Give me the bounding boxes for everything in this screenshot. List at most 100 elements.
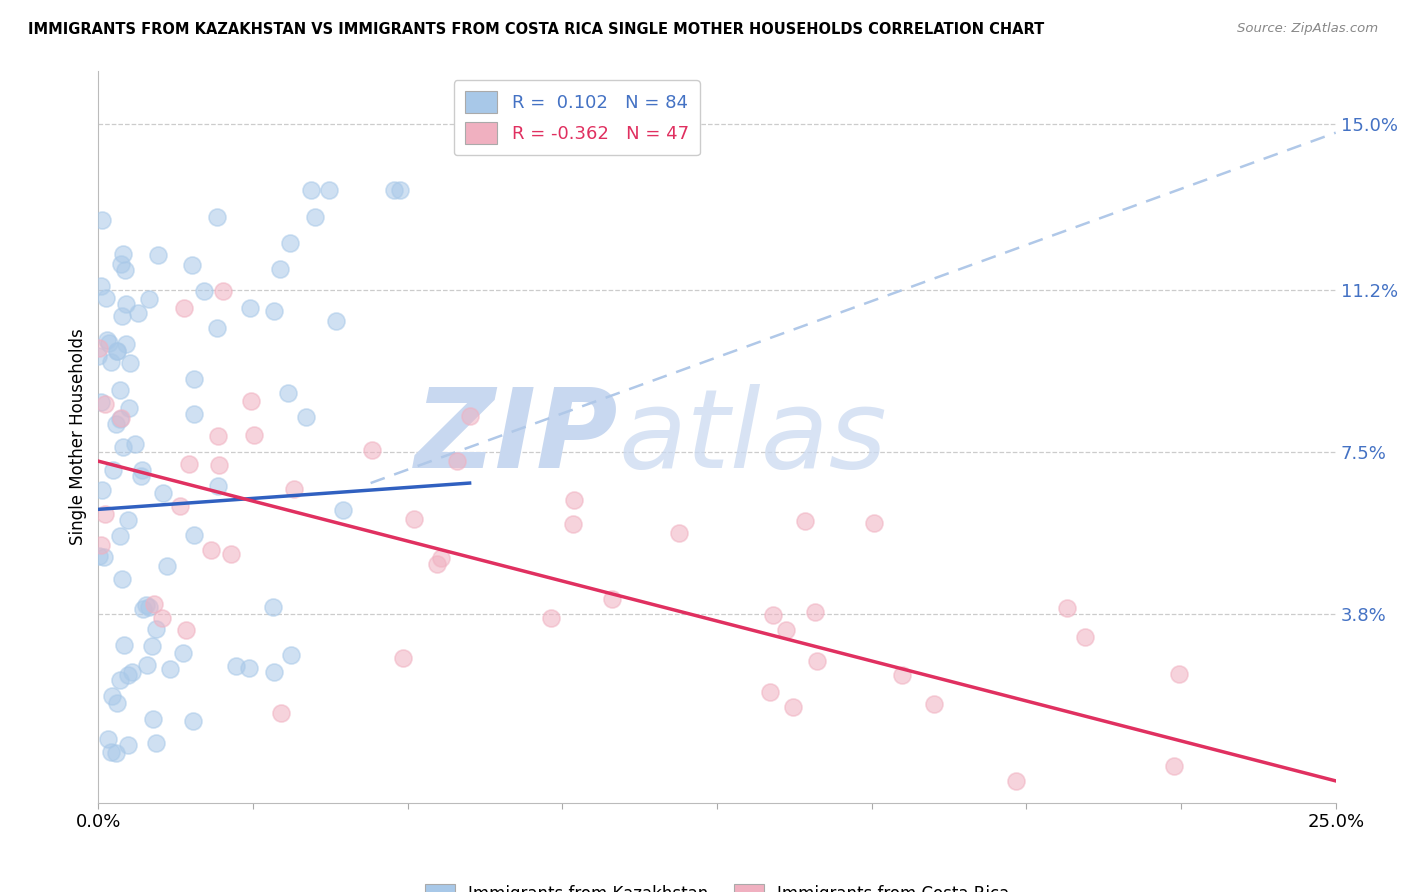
Point	[761, 607, 783, 622]
Text: Source: ZipAtlas.com: Source: ZipAtlas.com	[1237, 22, 1378, 36]
Point	[382, 183, 405, 197]
Point	[174, 623, 197, 637]
Point	[87, 342, 110, 356]
Point	[262, 600, 284, 615]
Point	[263, 665, 285, 679]
Point	[759, 685, 782, 699]
Point	[129, 469, 152, 483]
Point	[91, 483, 114, 497]
Y-axis label: Single Mother Households: Single Mother Households	[69, 329, 87, 545]
Point	[169, 500, 191, 514]
Point	[177, 457, 200, 471]
Point	[118, 356, 141, 370]
Point	[110, 383, 132, 397]
Point	[142, 597, 165, 611]
Text: IMMIGRANTS FROM KAZAKHSTAN VS IMMIGRANTS FROM COSTA RICA SINGLE MOTHER HOUSEHOLD: IMMIGRANTS FROM KAZAKHSTAN VS IMMIGRANTS…	[28, 22, 1045, 37]
Point	[238, 301, 260, 315]
Point	[1168, 667, 1191, 681]
Point	[96, 333, 118, 347]
Point	[183, 371, 205, 385]
Point	[225, 659, 247, 673]
Point	[105, 344, 128, 359]
Point	[117, 738, 139, 752]
Point	[159, 662, 181, 676]
Point	[111, 572, 134, 586]
Point	[238, 661, 260, 675]
Point	[429, 550, 451, 565]
Point	[142, 712, 165, 726]
Point	[863, 516, 886, 530]
Point	[112, 638, 135, 652]
Point	[87, 349, 110, 363]
Point	[806, 654, 828, 668]
Point	[121, 665, 143, 679]
Point	[332, 502, 354, 516]
Point	[243, 427, 266, 442]
Point	[304, 210, 326, 224]
Point	[325, 313, 347, 327]
Point	[1074, 630, 1097, 644]
Point	[117, 513, 139, 527]
Point	[1163, 758, 1185, 772]
Point	[205, 321, 228, 335]
Point	[107, 343, 129, 358]
Point	[283, 482, 305, 496]
Point	[100, 745, 122, 759]
Point	[318, 183, 340, 197]
Point	[775, 623, 797, 637]
Point	[922, 697, 945, 711]
Point	[600, 591, 623, 606]
Point	[110, 257, 132, 271]
Point	[172, 646, 194, 660]
Point	[145, 622, 167, 636]
Point	[295, 410, 318, 425]
Point	[150, 611, 173, 625]
Point	[104, 746, 127, 760]
Point	[117, 668, 139, 682]
Point	[668, 525, 690, 540]
Point	[112, 440, 135, 454]
Point	[181, 258, 204, 272]
Point	[152, 485, 174, 500]
Point	[277, 386, 299, 401]
Point	[208, 458, 231, 472]
Point	[138, 292, 160, 306]
Point	[105, 696, 128, 710]
Point	[389, 183, 412, 197]
Point	[891, 668, 914, 682]
Point	[90, 278, 112, 293]
Point	[426, 558, 449, 572]
Point	[90, 395, 112, 409]
Point	[1056, 601, 1078, 615]
Point	[103, 463, 125, 477]
Point	[111, 247, 134, 261]
Point	[114, 263, 136, 277]
Point	[93, 549, 115, 564]
Legend: Immigrants from Kazakhstan, Immigrants from Costa Rica: Immigrants from Kazakhstan, Immigrants f…	[419, 877, 1015, 892]
Point	[183, 714, 205, 728]
Point	[97, 336, 120, 351]
Point	[108, 412, 131, 426]
Point	[200, 543, 222, 558]
Point	[211, 284, 233, 298]
Point	[183, 527, 205, 541]
Point	[183, 408, 205, 422]
Point	[205, 210, 228, 224]
Point	[135, 598, 157, 612]
Point	[562, 492, 585, 507]
Point	[105, 417, 128, 431]
Point	[124, 437, 146, 451]
Point	[97, 731, 120, 746]
Point	[404, 511, 426, 525]
Point	[115, 297, 138, 311]
Point	[94, 507, 117, 521]
Point	[108, 673, 131, 687]
Point	[141, 639, 163, 653]
Point	[148, 248, 170, 262]
Point	[115, 337, 138, 351]
Point	[94, 397, 117, 411]
Point	[803, 605, 825, 619]
Point	[793, 514, 815, 528]
Point	[100, 355, 122, 369]
Text: atlas: atlas	[619, 384, 887, 491]
